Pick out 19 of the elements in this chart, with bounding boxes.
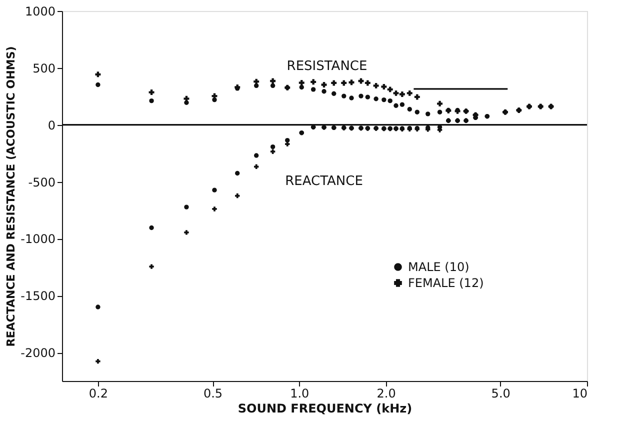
y-tick-label: 500 [32, 61, 56, 76]
y-tick-label: 0 [48, 118, 56, 132]
y-tick-label: -2000 [20, 346, 56, 360]
y-tick-label: 1000 [24, 4, 56, 18]
x-tick-label: 2.0 [376, 386, 396, 400]
x-tick-label: 10 [572, 386, 588, 400]
legend-label: FEMALE (12) [408, 276, 484, 290]
x-tick-label: 5.0 [491, 386, 510, 400]
y-tick-label: -1000 [20, 232, 56, 246]
y-axis-title: REACTANCE AND RESISTANCE (ACOUSTIC OHMS) [4, 46, 18, 347]
legend-label: MALE (10) [408, 260, 470, 274]
annotation: REACTANCE [285, 174, 363, 189]
x-axis-title: SOUND FREQUENCY (kHz) [238, 402, 412, 416]
x-tick-label: 0.2 [88, 386, 108, 400]
y-tick-label: -1500 [20, 289, 56, 304]
x-tick-label: 0.5 [203, 386, 223, 400]
y-tick-label: -500 [28, 175, 56, 190]
annotation: RESISTANCE [286, 59, 368, 74]
x-tick-label: 1.0 [290, 386, 310, 400]
